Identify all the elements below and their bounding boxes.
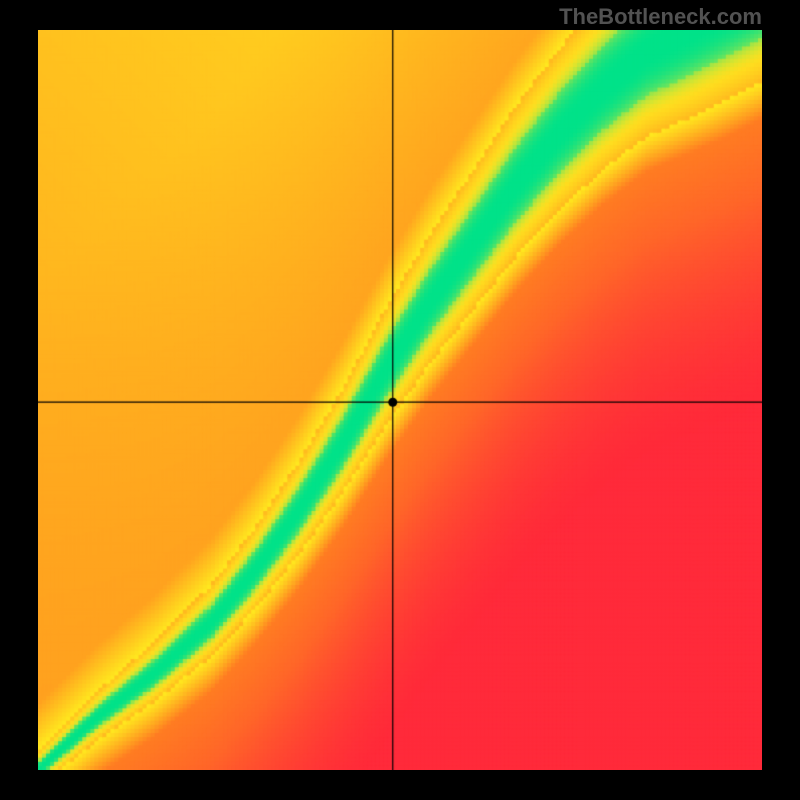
watermark-text: TheBottleneck.com <box>559 4 762 30</box>
chart-container: TheBottleneck.com <box>0 0 800 800</box>
bottleneck-heatmap <box>38 30 762 770</box>
